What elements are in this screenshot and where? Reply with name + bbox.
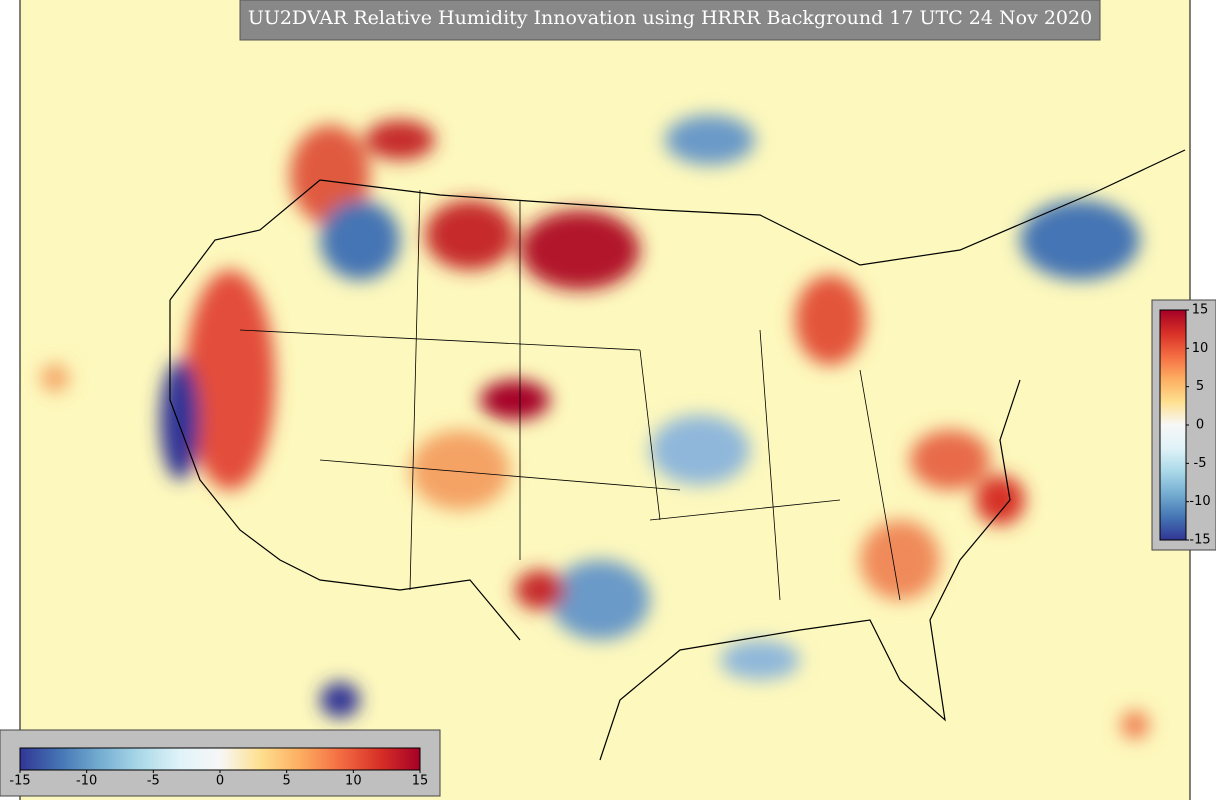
colorbar-horizontal: -15 -10 -5 0 5 10 15 [0, 729, 441, 797]
colorbar-tick-label: 0 [1196, 418, 1204, 433]
colorbar-tick-label: 10 [345, 774, 362, 789]
colorbar-tick-label: 10 [1192, 341, 1209, 356]
coastline [169, 149, 1186, 761]
colorbar-tick-label: 15 [412, 774, 429, 789]
colorbar-tick-label: -15 [9, 774, 30, 789]
colorbar-tick-label: 0 [216, 774, 224, 789]
colorbar-tick-label: -15 [1189, 533, 1210, 548]
colorbar-scale [19, 747, 421, 771]
map-title: UU2DVAR Relative Humidity Innovation usi… [248, 7, 1092, 29]
colorbar-tick-label: 15 [1192, 303, 1209, 318]
colorbar-vertical: 15 10 5 0 -5 -10 -15 [1151, 299, 1216, 551]
colorbar-tick-label: 5 [283, 774, 291, 789]
colorbar-tick-label: -10 [76, 774, 97, 789]
colorbar-scale [1159, 309, 1187, 541]
colorbar-tick-label: -10 [1189, 494, 1210, 509]
innovation-field [41, 115, 1149, 739]
colorbar-tick-label: 5 [1196, 379, 1204, 394]
title-box [239, 0, 1101, 41]
colorbar-tick-label: -5 [147, 774, 160, 789]
state-borders [239, 189, 901, 601]
colorbar-tick-label: -5 [1194, 456, 1207, 471]
